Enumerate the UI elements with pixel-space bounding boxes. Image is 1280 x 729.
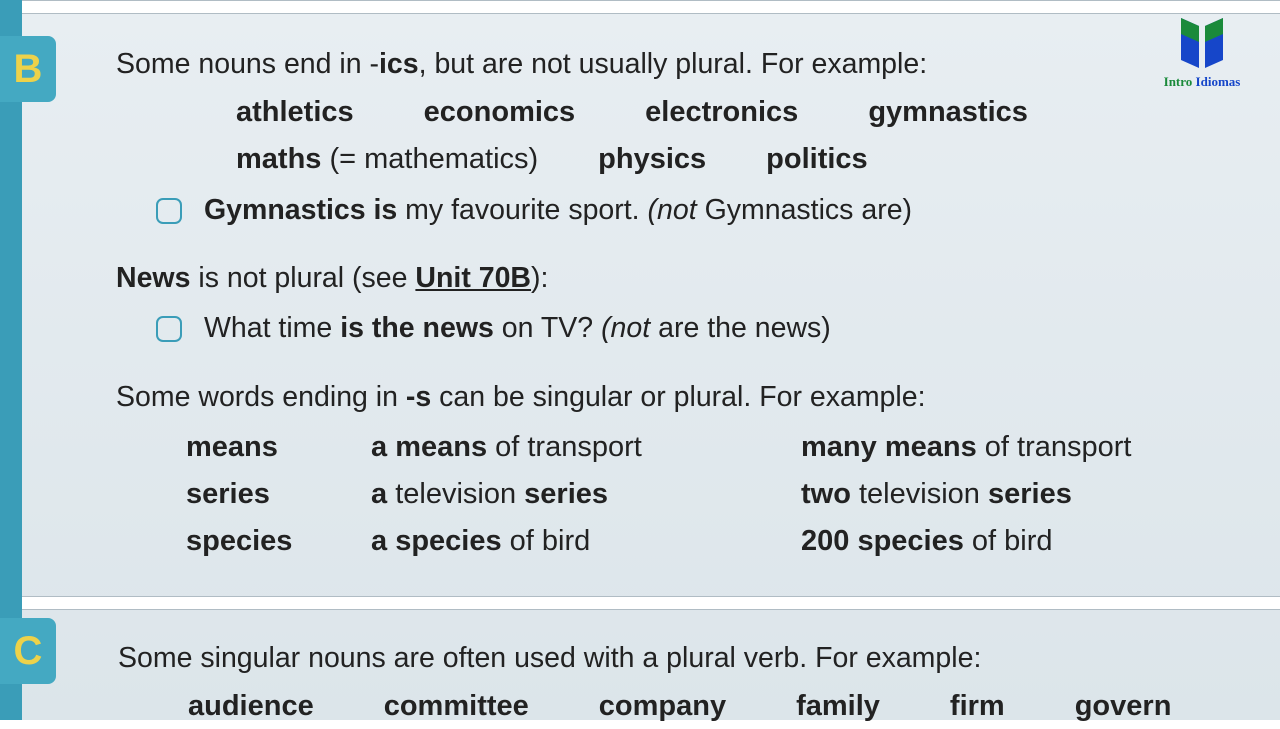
word-group: maths (= mathematics) — [236, 137, 538, 182]
t: species — [857, 525, 963, 557]
section-c-content: Some singular nouns are often used with … — [118, 636, 1280, 729]
t: of bird — [964, 525, 1053, 557]
t: means — [885, 431, 977, 463]
word: company — [599, 684, 726, 729]
bullet-icon — [156, 316, 182, 342]
section-tab-c: C — [0, 618, 56, 684]
table-plural: 200 species of bird — [801, 519, 1256, 564]
text: on TV? — [494, 312, 601, 344]
b-words-row1: athletics economics electronics gymnasti… — [236, 90, 1256, 135]
word: electronics — [645, 90, 798, 135]
t: a — [371, 525, 395, 557]
b-words-row2: maths (= mathematics) physics politics — [236, 137, 1256, 182]
c-intro: Some singular nouns are often used with … — [118, 636, 1280, 680]
logo-text-1: Intro — [1164, 74, 1196, 89]
t: many — [801, 431, 885, 463]
t: a — [371, 431, 395, 463]
word: politics — [766, 137, 868, 182]
word: firm — [950, 684, 1005, 729]
table-plural: two television series — [801, 472, 1256, 517]
text: , but are not usually plural. For exampl… — [419, 48, 928, 80]
left-bar — [0, 0, 22, 720]
table-word: series — [186, 472, 371, 517]
text: Gymnastics are) — [697, 194, 912, 226]
text: Some nouns end in - — [116, 48, 379, 80]
t: two — [801, 478, 859, 510]
divider-mid — [22, 596, 1280, 610]
t: of transport — [487, 431, 642, 463]
unit-link[interactable]: Unit 70B — [415, 262, 531, 294]
text-bold: is the news — [340, 312, 494, 344]
table-word: species — [186, 519, 371, 564]
table-singular: a species of bird — [371, 519, 801, 564]
text-bold: ics — [379, 48, 419, 80]
word: committee — [384, 684, 529, 729]
t: series — [524, 478, 608, 510]
divider-top — [22, 0, 1280, 14]
t: of transport — [977, 431, 1132, 463]
note: (not — [601, 312, 650, 344]
text: (= mathematics) — [321, 143, 538, 175]
text-bold: Gymnastics is — [204, 194, 397, 226]
b-example1: Gymnastics is my favourite sport. ((notn… — [156, 188, 1256, 232]
text: are the news) — [650, 312, 831, 344]
t: television — [395, 478, 524, 510]
b-sp-intro: Some words ending in -s can be singular … — [116, 375, 1256, 419]
t: species — [395, 525, 501, 557]
b-news: News is not plural (see Unit 70B): — [116, 256, 1256, 300]
c-words-row: audience committee company family firm g… — [188, 684, 1280, 729]
section-tab-b: B — [0, 36, 56, 102]
example-text: Gymnastics is my favourite sport. ((notn… — [204, 188, 912, 232]
section-b-content: Some nouns end in -ics, but are not usua… — [116, 42, 1256, 564]
b-example2: What time is the news on TV? (not are th… — [156, 306, 1256, 350]
t: series — [988, 478, 1072, 510]
page: B C Some nouns end in -ics, but are not … — [0, 0, 1280, 720]
word: family — [796, 684, 880, 729]
t: 200 — [801, 525, 857, 557]
t: means — [395, 431, 487, 463]
word: athletics — [236, 90, 354, 135]
word: audience — [188, 684, 314, 729]
t: television — [859, 478, 988, 510]
logo-text-2: Idiomas — [1196, 74, 1241, 89]
b-intro: Some nouns end in -ics, but are not usua… — [116, 42, 1256, 86]
t: of bird — [502, 525, 591, 557]
text: is not plural (see — [190, 262, 415, 294]
brand-logo: Intro Idiomas — [1138, 14, 1266, 90]
text: can be singular or plural. For example: — [431, 381, 925, 413]
word: maths — [236, 143, 321, 175]
example-text: What time is the news on TV? (not are th… — [204, 306, 831, 350]
word: physics — [598, 137, 706, 182]
table-singular: a means of transport — [371, 425, 801, 470]
text-bold: News — [116, 262, 190, 294]
t: a — [371, 478, 395, 510]
book-icon — [1171, 14, 1233, 72]
text: What time — [204, 312, 340, 344]
word: economics — [424, 90, 576, 135]
text: my favourite sport. — [397, 194, 647, 226]
logo-text: Intro Idiomas — [1138, 74, 1266, 90]
text-bold: -s — [406, 381, 431, 413]
table-plural: many means of transport — [801, 425, 1256, 470]
b-table: means a means of transport many means of… — [186, 425, 1256, 564]
table-singular: a television series — [371, 472, 801, 517]
note: ((notnot — [648, 194, 697, 226]
bullet-icon — [156, 198, 182, 224]
text: ): — [531, 262, 548, 294]
word: gymnastics — [868, 90, 1028, 135]
text: Some words ending in — [116, 381, 406, 413]
word: govern — [1075, 684, 1172, 729]
table-word: means — [186, 425, 371, 470]
